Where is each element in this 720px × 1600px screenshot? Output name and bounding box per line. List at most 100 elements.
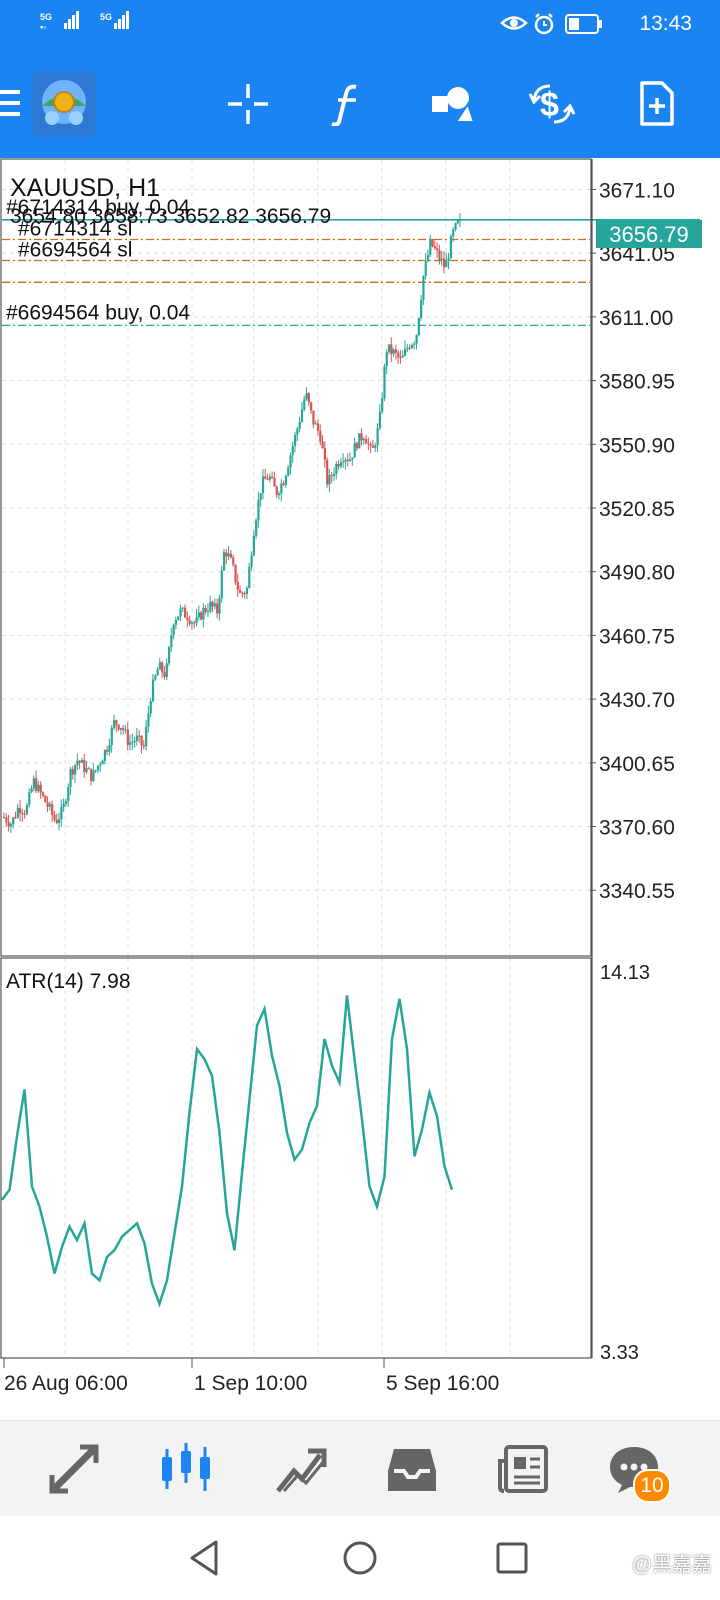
candle-body bbox=[28, 791, 31, 806]
price-axis-label: 3430.70 bbox=[599, 689, 675, 712]
candle-body bbox=[275, 486, 278, 496]
candle-body bbox=[37, 784, 40, 792]
candle-body bbox=[268, 476, 272, 480]
candle-body bbox=[280, 483, 283, 494]
candle-body bbox=[328, 475, 331, 485]
candle-body bbox=[346, 459, 349, 462]
candle-body bbox=[87, 768, 90, 770]
candle-body bbox=[167, 647, 171, 664]
trade-button[interactable]: $ bbox=[524, 76, 580, 132]
candle-body bbox=[335, 464, 338, 474]
candle-body bbox=[177, 616, 180, 621]
candle-body bbox=[5, 817, 8, 823]
candle-body bbox=[133, 740, 136, 742]
candle-body bbox=[76, 760, 79, 766]
candle-body bbox=[7, 822, 10, 827]
candle-body bbox=[115, 720, 118, 725]
nav-history[interactable] bbox=[382, 1439, 442, 1499]
candle-body bbox=[154, 675, 157, 680]
candle-body bbox=[218, 598, 221, 614]
system-nav-bar bbox=[0, 1516, 720, 1600]
time-axis-label: 26 Aug 06:00 bbox=[4, 1372, 128, 1395]
candle-body bbox=[420, 299, 423, 319]
candle-body bbox=[30, 788, 33, 792]
candle-body bbox=[399, 357, 402, 359]
chart-svg[interactable]: #6714314 buy, 0.04#6714314 sl#6694564 sl… bbox=[0, 158, 720, 1420]
candle-body bbox=[206, 611, 210, 613]
candle-body bbox=[284, 475, 288, 486]
menu-icon[interactable] bbox=[0, 88, 22, 120]
candle-body bbox=[261, 476, 265, 494]
time-axis: 26 Aug 06:00 1 Sep 10:00 5 Sep 16:00 bbox=[3, 1358, 499, 1395]
candle-body bbox=[227, 553, 230, 557]
candle-body bbox=[459, 219, 462, 221]
candle-body bbox=[197, 612, 200, 618]
candle-body bbox=[307, 393, 310, 403]
candle-body bbox=[80, 759, 84, 763]
candle-body bbox=[323, 447, 327, 460]
candle-body bbox=[312, 410, 315, 425]
candle-body bbox=[190, 622, 194, 624]
candle-body bbox=[365, 439, 368, 444]
candle-body bbox=[96, 765, 100, 771]
candle-body bbox=[85, 768, 88, 773]
candle-body bbox=[16, 808, 19, 818]
order-line-label: #6714314 buy, 0.04 bbox=[6, 196, 190, 219]
battery-icon bbox=[565, 14, 602, 34]
order-line-label: #6714314 sl bbox=[18, 218, 132, 241]
candle-body bbox=[99, 764, 102, 766]
candle-body bbox=[429, 239, 432, 255]
candle-body bbox=[454, 223, 457, 230]
dollar-trade-icon: $ bbox=[528, 84, 576, 124]
indicators-button[interactable] bbox=[320, 76, 376, 132]
candle-body bbox=[232, 557, 235, 565]
signal-indicator-2: 5G bbox=[100, 12, 113, 22]
ohlc-values: 3654.80 3658.73 3652.82 3656.79 bbox=[10, 205, 331, 228]
candle-body bbox=[101, 760, 104, 765]
recents-icon[interactable] bbox=[494, 1540, 530, 1576]
candle-body bbox=[245, 587, 249, 595]
price-axis-label: 3490.80 bbox=[599, 562, 675, 585]
order-line-label: #6694564 sl bbox=[18, 238, 132, 261]
nav-trade[interactable] bbox=[270, 1439, 330, 1499]
candle-body bbox=[385, 351, 388, 367]
atr-axis-min: 3.33 bbox=[600, 1342, 639, 1364]
candle-body bbox=[69, 769, 72, 787]
app-logo-icon[interactable] bbox=[32, 72, 96, 136]
candle-body bbox=[326, 459, 329, 485]
candle-body bbox=[124, 729, 127, 731]
candle-body bbox=[71, 769, 74, 775]
candle-body bbox=[145, 726, 148, 747]
candle-body bbox=[378, 411, 381, 429]
candle-body bbox=[303, 399, 306, 410]
candle-body bbox=[216, 603, 219, 614]
candle-body bbox=[57, 819, 61, 824]
home-icon[interactable] bbox=[340, 1538, 380, 1578]
chart-area[interactable]: #6714314 buy, 0.04 #6714314 sl #6694564 sl… bbox=[0, 158, 720, 1420]
objects-button[interactable] bbox=[424, 76, 480, 132]
candle-body bbox=[142, 745, 145, 747]
crosshair-button[interactable] bbox=[220, 76, 276, 132]
nav-quotes[interactable] bbox=[44, 1439, 104, 1499]
candle-body bbox=[117, 724, 120, 730]
candle-body bbox=[316, 423, 320, 431]
candle-body bbox=[426, 254, 430, 262]
nav-chart[interactable] bbox=[156, 1439, 216, 1499]
candlestick-series bbox=[3, 212, 462, 834]
bottom-nav bbox=[0, 1420, 720, 1517]
clock: 13:43 bbox=[639, 12, 692, 35]
messages-badge: 10 bbox=[633, 1469, 671, 1503]
candle-body bbox=[310, 402, 313, 411]
candle-body bbox=[406, 347, 409, 349]
main-chart-frame bbox=[0, 158, 592, 957]
candle-body bbox=[103, 749, 107, 761]
candle-body bbox=[433, 246, 436, 249]
back-icon[interactable] bbox=[186, 1538, 222, 1578]
new-order-button[interactable] bbox=[628, 76, 684, 132]
candle-body bbox=[74, 765, 77, 775]
candle-body bbox=[165, 663, 168, 677]
nav-news[interactable] bbox=[494, 1439, 554, 1499]
candle-body bbox=[209, 601, 212, 612]
candle-body bbox=[266, 479, 269, 481]
candle-body bbox=[234, 564, 237, 583]
